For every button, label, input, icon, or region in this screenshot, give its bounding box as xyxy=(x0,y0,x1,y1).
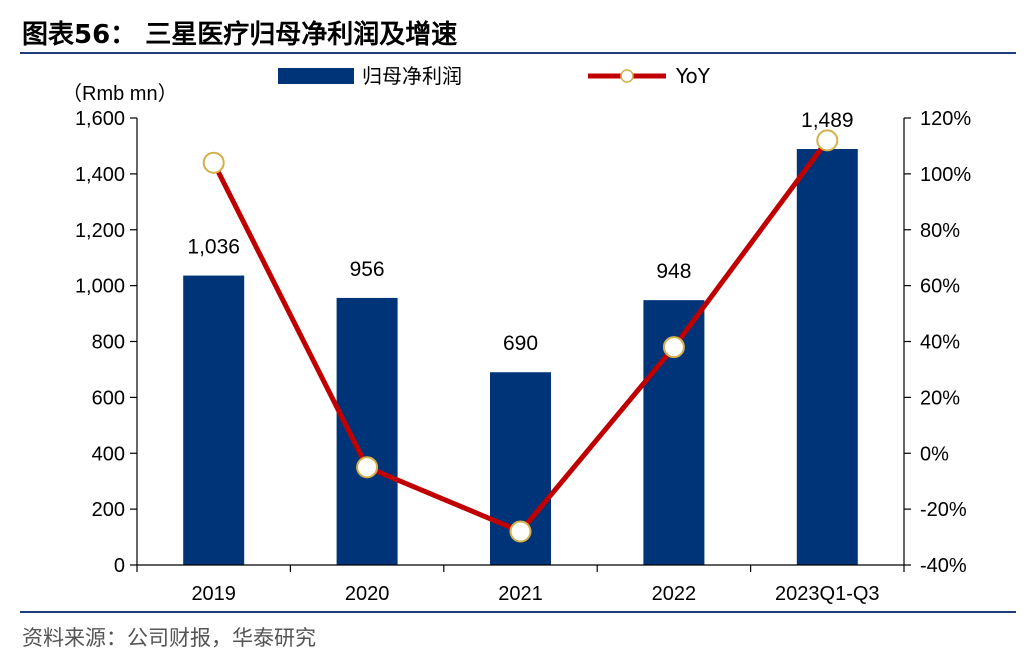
right-tick-label: 60% xyxy=(920,276,960,298)
legend-label-bar: 归母净利润 xyxy=(362,64,462,88)
bar-series xyxy=(183,149,858,565)
left-tick-label: 200 xyxy=(92,499,125,521)
yoy-point-2021 xyxy=(509,520,532,543)
legend: 归母净利润 YoY xyxy=(278,64,711,88)
legend-label-line: YoY xyxy=(675,64,711,88)
title-divider xyxy=(20,52,1016,54)
bar-label-2022: 948 xyxy=(656,260,691,283)
axes: 0 200 400 600 800 1,000 1,200 1,400 1,600 -40% -20… xyxy=(75,108,971,605)
source-note: 资料来源：公司财报，华泰研究 xyxy=(22,626,316,650)
bar-label-2020: 956 xyxy=(350,258,385,281)
right-tick-label: 40% xyxy=(920,332,960,354)
yoy-line-series xyxy=(202,129,839,543)
bar-label-2023Q1-Q3: 1,489 xyxy=(801,109,854,132)
yoy-point-2019 xyxy=(202,151,225,174)
left-tick-label: 600 xyxy=(92,387,125,409)
x-tick-label: 2020 xyxy=(345,583,390,605)
bar-label-2019: 1,036 xyxy=(187,236,240,259)
left-tick-label: 1,600 xyxy=(75,108,125,130)
right-tick-label: 100% xyxy=(920,164,971,186)
legend-swatch-bar xyxy=(278,68,354,84)
source-divider xyxy=(20,611,1016,613)
yoy-point-2023Q1-Q3 xyxy=(816,129,839,152)
left-axis-unit-label: （Rmb mn） xyxy=(62,82,178,105)
yoy-point-2020 xyxy=(356,456,379,479)
right-tick-label: 80% xyxy=(920,220,960,242)
left-tick-label: 1,200 xyxy=(75,220,125,242)
x-tick-label: 2022 xyxy=(652,583,697,605)
left-tick-label: 800 xyxy=(92,332,125,354)
left-tick-label: 1,000 xyxy=(75,276,125,298)
right-tick-label: -40% xyxy=(920,555,967,577)
x-tick-label: 2021 xyxy=(498,583,543,605)
bar-2023Q1-Q3 xyxy=(796,149,858,565)
right-tick-label: 20% xyxy=(920,387,960,409)
right-tick-label: 0% xyxy=(920,443,949,465)
left-tick-label: 1,400 xyxy=(75,164,125,186)
x-tick-label: 2019 xyxy=(191,583,236,605)
x-tick-label: 2023Q1-Q3 xyxy=(775,583,880,605)
bar-data-labels: 1,036 956 690 948 1,489 xyxy=(187,109,853,355)
yoy-point-2022 xyxy=(662,336,685,359)
bar-2019 xyxy=(183,275,245,565)
figure-title: 图表56： 三星医疗归母净利润及增速 xyxy=(22,20,458,50)
right-tick-label: -20% xyxy=(920,499,967,521)
legend-swatch-marker xyxy=(620,69,634,83)
bar-2020 xyxy=(336,297,398,565)
right-tick-label: 120% xyxy=(920,108,971,130)
left-tick-label: 400 xyxy=(92,443,125,465)
left-tick-label: 0 xyxy=(114,555,125,577)
bar-label-2021: 690 xyxy=(503,332,538,355)
